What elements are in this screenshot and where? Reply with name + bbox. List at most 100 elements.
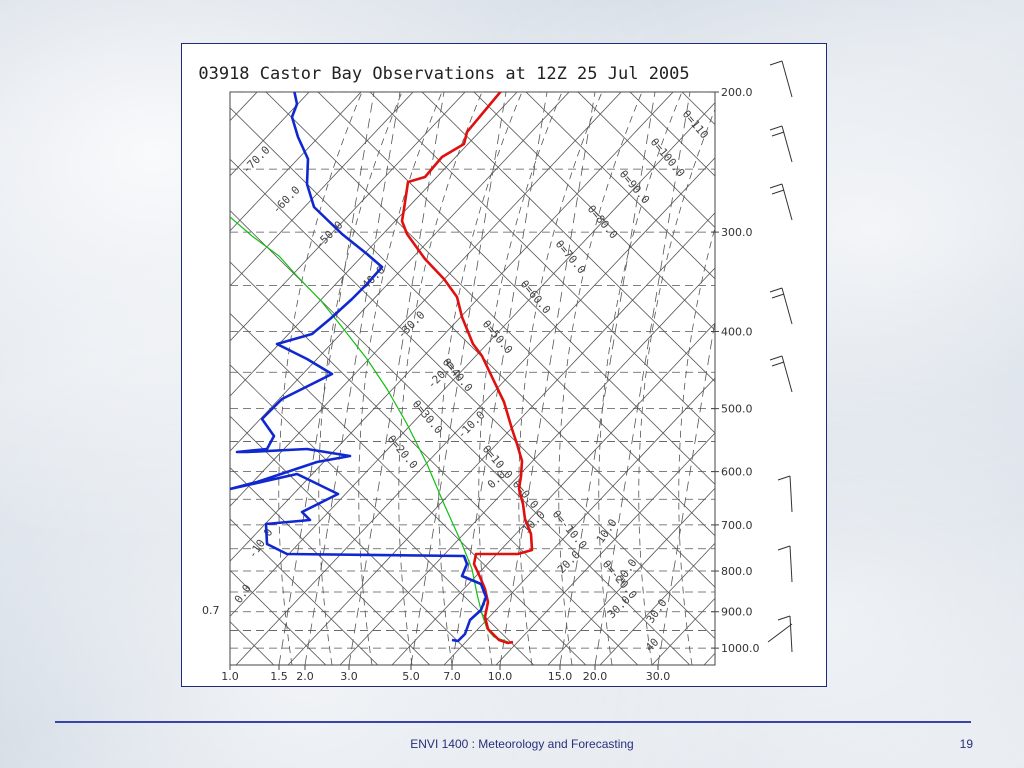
isotherm-line (287, 212, 715, 665)
dry-adiabat-line (230, 107, 715, 588)
moist-adiabat-line (598, 92, 683, 665)
x-tick-label: 1.5 (270, 670, 288, 683)
wind-barb-staff (781, 355, 793, 393)
chart-title: 03918 Castor Bay Observations at 12Z 25 … (198, 64, 689, 84)
isotherm-line (230, 92, 310, 177)
isotherm-line (230, 92, 570, 452)
isotherm-line (230, 92, 466, 342)
mixing-ratio-line (410, 92, 507, 665)
moist-adiabat-line (398, 92, 483, 665)
dry-adiabat-line (230, 210, 691, 665)
mixing-ratio-line (559, 92, 656, 665)
dry-adiabat-line (230, 467, 431, 665)
dry-adiabat-line (525, 92, 715, 280)
dry-adiabat-line (230, 261, 639, 665)
wind-barb (769, 183, 793, 221)
mixing-ratio-line (451, 92, 548, 665)
y-tick-label: 800.0 (721, 565, 753, 578)
moist-adiabat-line (759, 92, 828, 665)
dry-adiabat-line (369, 92, 715, 434)
dry-adiabat-line (230, 158, 715, 640)
moist-adiabat-line (518, 92, 603, 665)
skewt-chart: -70.0-60.0-50.0-40.0-30.0-20.0-10.00.010… (182, 60, 828, 685)
wind-barb-staff (781, 183, 793, 221)
dry-adiabat-line (265, 92, 715, 537)
y-tick-label: 1000.0 (721, 642, 760, 655)
wind-barb-flag (769, 183, 783, 189)
y-extra-label: 0.7 (202, 604, 220, 617)
temperature-profile-line (400, 92, 534, 645)
wind-barb-flag (769, 60, 783, 66)
x-tick-label: 10.0 (488, 670, 513, 683)
x-tick-label: 1.0 (221, 670, 239, 683)
isotherm-line (230, 92, 622, 507)
wind-barb-staff (789, 475, 793, 513)
isotherm-line (230, 92, 362, 232)
moist-adiabat-line (678, 226, 715, 665)
moist-adiabat-line (719, 92, 802, 665)
wind-barb (769, 287, 793, 325)
x-tick-label: 20.0 (583, 670, 608, 683)
y-tick-label: 300.0 (721, 226, 753, 239)
dry-adiabat-line (182, 92, 190, 685)
moist-adiabat-line (558, 92, 643, 665)
isotherm-line (230, 92, 674, 562)
y-tick-label: 700.0 (721, 519, 753, 532)
dewpoint-profile-line (230, 92, 488, 643)
isotherm-line (230, 102, 715, 617)
moist-adiabat-line (278, 92, 363, 665)
y-tick-label: 600.0 (721, 466, 753, 479)
moist-adiabat-line (478, 92, 563, 665)
wind-barb-staff (781, 60, 793, 98)
dry-adiabat-line (230, 569, 327, 665)
mixing-ratio-line (304, 92, 401, 665)
wind-barb-flag (777, 545, 791, 551)
isotherm-line (391, 322, 715, 665)
dry-adiabat-line (473, 92, 715, 331)
moist-adiabat-line (638, 108, 715, 665)
y-tick-label: 200.0 (721, 86, 753, 99)
skewt-panel: -70.0 -60.0 -50.0 -40.0 -30.0 -20.0 -10.0 0.0 10… (181, 43, 827, 687)
wind-barb-staff (781, 125, 793, 163)
x-tick-label: 30.0 (646, 670, 671, 683)
isotherm-line (230, 92, 414, 287)
mixing-ratio-line (348, 92, 445, 665)
dry-adiabat-line (230, 364, 535, 665)
dry-adiabat-line (230, 415, 483, 665)
wind-barb-staff (781, 287, 793, 325)
dry-adiabat-line (230, 312, 587, 665)
wind-barb-flag (771, 131, 785, 137)
dry-adiabat-line (421, 92, 715, 383)
slide-footer: ENVI 1400 : Meteorology and Forecasting … (0, 737, 1024, 755)
page-number: 19 (959, 737, 973, 751)
isotherm-line (235, 157, 715, 665)
dry-adiabat-line (317, 92, 715, 485)
wind-barb-flag (771, 361, 785, 367)
mixing-ratio-line (594, 92, 691, 665)
y-tick-label: 900.0 (721, 606, 753, 619)
x-tick-label: 15.0 (548, 670, 573, 683)
wind-barb-flag (777, 615, 791, 621)
moist-adiabat-line (438, 92, 523, 665)
x-tick-label: 5.0 (402, 670, 420, 683)
dry-adiabat-line (230, 518, 379, 665)
dry-adiabat-line (577, 92, 715, 228)
wind-barb (767, 615, 793, 653)
mixing-ratio-line (657, 318, 715, 665)
x-tick-label: 3.0 (340, 670, 358, 683)
footer-text: ENVI 1400 : Meteorology and Forecasting (410, 737, 634, 751)
wind-barb-staff (789, 615, 793, 653)
wind-barb (777, 475, 793, 513)
isotherm-line (495, 432, 715, 665)
wind-barb-staff (789, 545, 793, 583)
wind-barb-flag (771, 189, 785, 195)
wind-barb-flag (769, 287, 783, 293)
y-tick-label: 400.0 (721, 326, 753, 339)
x-tick-label: 7.0 (443, 670, 461, 683)
footer-divider (55, 721, 971, 723)
wind-barb (769, 125, 793, 163)
mixing-ratio-line (499, 92, 596, 665)
wind-barb (777, 545, 793, 583)
isotherm-line (599, 542, 715, 665)
moist-adiabat-line (358, 92, 443, 665)
